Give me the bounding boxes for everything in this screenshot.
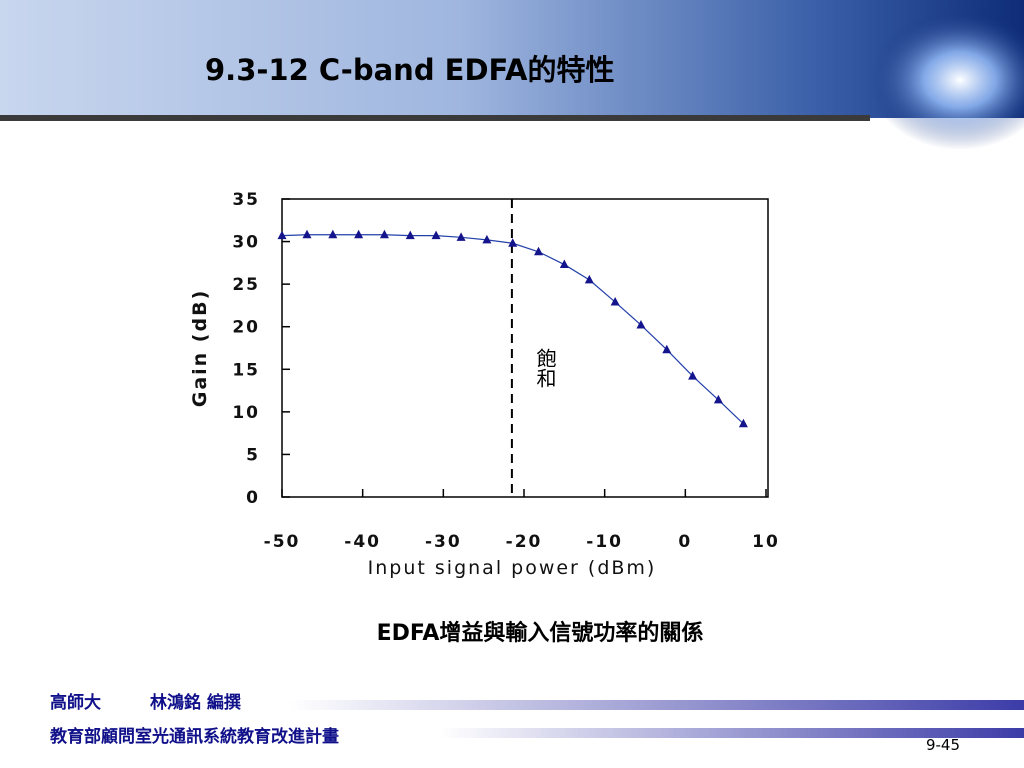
data-point: [584, 274, 594, 284]
x-tick-label: -50: [264, 532, 301, 552]
data-point: [534, 246, 544, 256]
data-point: [405, 230, 415, 240]
y-tick-label: 35: [232, 190, 260, 210]
data-point: [662, 344, 672, 354]
data-point: [508, 238, 518, 247]
data-point: [688, 371, 698, 380]
y-tick-label: 30: [232, 233, 260, 253]
x-axis-title: Input signal power (dBm): [368, 557, 657, 579]
y-tick-label: 15: [232, 360, 260, 380]
footer-author: 林鴻銘 編撰: [150, 692, 241, 713]
data-point: [379, 229, 389, 239]
data-point: [636, 320, 646, 329]
data-point: [431, 230, 441, 240]
data-point: [738, 418, 748, 428]
y-axis-title: Gain (dB): [189, 289, 211, 408]
y-tick-label: 20: [232, 318, 260, 338]
header-rule: [0, 115, 870, 121]
data-point: [277, 230, 287, 240]
x-tick-label: -20: [506, 532, 543, 552]
fiber-glow: [870, 10, 1024, 150]
footer-project: 教育部顧問室光通訊系統教育改進計畫: [49, 726, 339, 747]
x-tick-label: -30: [425, 532, 462, 552]
footer-bar: [290, 700, 1024, 710]
x-tick-label: 10: [752, 532, 780, 552]
y-tick-label: 5: [246, 445, 260, 465]
data-point: [559, 259, 569, 269]
data-point: [456, 232, 466, 241]
footer-bar: [440, 728, 1024, 738]
annotation: 飽和: [533, 348, 557, 388]
page-number: 9-45: [926, 736, 960, 754]
data-point: [354, 229, 364, 239]
y-tick-label: 25: [232, 275, 260, 295]
data-point: [713, 394, 723, 404]
x-tick-label: 0: [678, 532, 692, 552]
header-band: [0, 0, 1024, 118]
x-tick-label: -10: [586, 532, 623, 552]
x-tick-label: -40: [344, 532, 381, 552]
chart: Input signal power (dBm) Gain (dB) 飽和 0 5…: [189, 190, 780, 579]
plot-frame: [281, 198, 769, 498]
slide-title: 9.3-12 C-band EDFA的特性: [205, 53, 614, 87]
y-tick-label: 0: [246, 488, 260, 508]
footer-school: 高師大: [50, 692, 101, 713]
y-tick-label: 10: [232, 403, 260, 423]
data-point: [482, 234, 492, 244]
data-point: [610, 297, 620, 306]
data-point: [328, 229, 338, 239]
caption: EDFA增益與輸入信號功率的關係: [377, 620, 704, 646]
data-point: [302, 229, 312, 239]
